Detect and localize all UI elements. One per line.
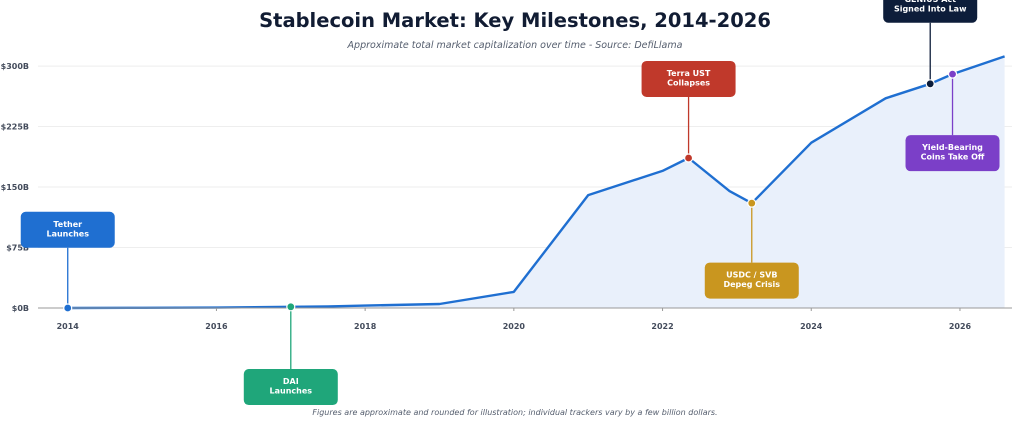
milestone-box [704, 262, 799, 299]
y-tick-label: $75B [6, 244, 29, 253]
milestone-dot [947, 69, 958, 79]
market-cap-line [67, 55, 1005, 310]
x-tick-label: 2014 [57, 322, 80, 331]
milestone-label: Tether [53, 220, 82, 229]
milestone-label: Launches [270, 387, 313, 396]
x-tick-label: 2020 [503, 322, 526, 331]
chart-subtitle: Approximate total market capitalization … [347, 40, 683, 51]
y-tick-label: $150B [1, 183, 29, 192]
market-cap-area [67, 56, 1005, 309]
milestone-box [20, 211, 115, 248]
milestone-label: GENIUS Act [904, 0, 956, 4]
x-tick-label: 2022 [651, 322, 673, 331]
milestone-dot [286, 302, 296, 312]
milestone-label: Signed Into Law [894, 4, 967, 13]
milestone-dot [747, 198, 757, 208]
milestone-label: Terra UST [667, 69, 711, 78]
milestone-box [905, 135, 1000, 172]
chart-footnote: Figures are approximate and rounded for … [312, 408, 718, 417]
y-tick-label: $225B [1, 123, 29, 132]
area-layer [67, 55, 1005, 310]
milestone-label: Depeg Crisis [723, 280, 780, 289]
milestone-dot [63, 303, 73, 313]
milestone-box [243, 369, 338, 406]
milestone-label: Coins Take Off [921, 153, 985, 162]
milestone-label: USDC / SVB [726, 271, 777, 280]
milestone-dot [683, 153, 694, 163]
milestone-box [641, 60, 736, 97]
x-tick-label: 2026 [949, 322, 972, 331]
y-tick-label: $0B [12, 304, 29, 313]
milestone-label: DAI [283, 377, 299, 386]
axes: $0B $75B $150B $225B $300B 2014 2016 2018 2020 20… [1, 62, 1012, 331]
milestone-box [883, 0, 978, 23]
x-tick-label: 2016 [205, 322, 228, 331]
x-tick-label: 2024 [800, 322, 823, 331]
milestone-dot [925, 79, 935, 89]
milestone-label: Yield-Bearing [921, 143, 983, 152]
milestone-label: Collapses [667, 78, 710, 87]
x-tick-label: 2018 [354, 322, 377, 331]
chart-title: Stablecoin Market: Key Milestones, 2014-… [259, 9, 771, 32]
milestone-label: Launches [46, 229, 89, 238]
y-tick-label: $300B [1, 62, 29, 71]
